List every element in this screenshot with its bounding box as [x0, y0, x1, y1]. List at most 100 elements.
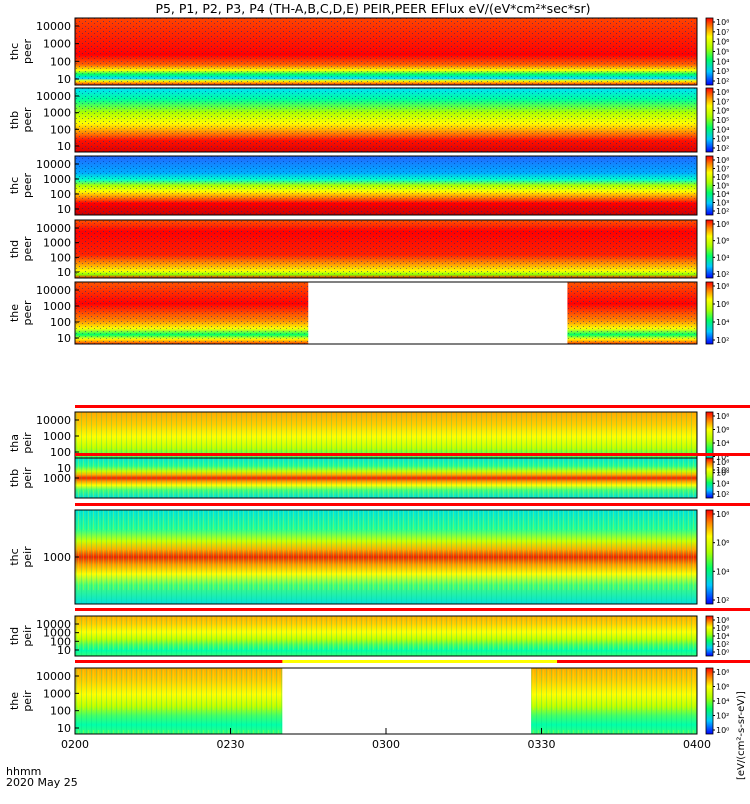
- colorbar: [705, 87, 714, 153]
- colorbar-tick-label: 10⁶: [716, 469, 729, 478]
- colorbar-tick-label: 10⁸: [716, 458, 729, 467]
- panel-species-label: peir: [21, 432, 34, 454]
- colorbar-tick-label: 10⁰: [716, 726, 729, 735]
- y-tick-label: 1000: [43, 472, 71, 485]
- panel-species-label: peir: [21, 625, 34, 647]
- mode-flag-bar: [75, 405, 750, 408]
- colorbar-tick-label: 10²: [716, 270, 729, 279]
- panel-thb-peer: 10000 1000 100 10 thb peer 10⁸10⁷10⁶10⁵10⁴10³1…: [8, 87, 729, 153]
- colorbar-tick-label: 10⁰: [716, 466, 729, 475]
- panel-thc-peer: 10000 1000 100 10 thc peer 10⁸10⁷10⁶10⁵10⁴10³1…: [8, 155, 729, 216]
- colorbar-tick-label: 10⁶: [716, 426, 729, 435]
- x-tick-label: 0400: [683, 738, 711, 751]
- y-tick-label: 1000: [43, 107, 71, 120]
- colorbar-tick-label: 10⁴: [716, 479, 729, 488]
- colorbar-tick-label: 10⁴: [716, 57, 729, 66]
- panel-frame: [74, 219, 698, 279]
- colorbar-tick-label: 10²: [716, 207, 729, 216]
- colorbar-tick-label: 10²: [716, 490, 729, 499]
- panel-probe-label: thc: [8, 43, 21, 60]
- y-tick-label: 10: [57, 644, 71, 657]
- y-tick-label: 10000: [36, 284, 71, 297]
- panel-frame: [74, 17, 698, 86]
- colorbar: [705, 457, 714, 499]
- date-label: 2020 May 25: [6, 776, 78, 789]
- panel-species-label: peer: [21, 39, 34, 65]
- colorbar-tick-label: 10⁷: [716, 28, 729, 37]
- y-tick-label: 10000: [36, 670, 71, 683]
- panel-probe-label: thd: [8, 240, 21, 258]
- colorbar-tick-label: 10³: [716, 67, 729, 76]
- data-gap: [282, 668, 532, 734]
- panel-species-label: peir: [21, 467, 34, 489]
- panel-frame: [74, 615, 698, 657]
- colorbar: [705, 155, 714, 216]
- panel-frame: [74, 155, 698, 216]
- mode-flag-segment: [282, 660, 558, 663]
- y-tick-label: 10: [57, 73, 71, 86]
- colorbar-tick-label: 10³: [716, 199, 729, 208]
- mode-flag-bar: [75, 608, 750, 611]
- colorbar-tick-label: 10⁷: [716, 165, 729, 174]
- colorbar-tick-label: 10⁴: [716, 318, 729, 327]
- y-tick-label: 100: [50, 635, 71, 648]
- panel-the-peer: 10000 1000 100 10 the peer 10⁸ 10⁶ 10⁴ 10²: [8, 281, 729, 345]
- panel-thc-peer: 10000 1000 100 10 thc peer 10⁸10⁷10⁶10⁵10⁴10³1…: [8, 17, 729, 86]
- panel-species-label: peer: [21, 236, 34, 262]
- panel-species-label: peir: [21, 546, 34, 568]
- panel-species-label: peer: [21, 173, 34, 199]
- y-tick-label: 10000: [36, 618, 71, 631]
- y-tick-label: 10: [57, 140, 71, 153]
- colorbar: [705, 17, 714, 86]
- spectrogram-texture: [75, 88, 697, 152]
- colorbar: [705, 281, 714, 345]
- panel-probe-label: thb: [8, 111, 21, 129]
- colorbar-tick-label: 10⁶: [716, 624, 729, 633]
- colorbar-tick-label: 10²: [716, 77, 729, 86]
- colorbar-tick-label: 10²: [716, 336, 729, 345]
- colorbar-tick-label: 10⁸: [716, 156, 729, 165]
- colorbar: [705, 509, 714, 605]
- colorbar-tick-label: 10⁴: [716, 567, 729, 576]
- panel-probe-label: thd: [8, 627, 21, 645]
- colorbar-tick-label: 10⁶: [716, 683, 729, 692]
- panel-frame: [74, 281, 698, 345]
- colorbar-tick-label: 10⁸: [716, 510, 729, 519]
- colorbar-tick-label: 10⁸: [716, 18, 729, 27]
- colorbar-tick-label: 10²: [716, 712, 729, 721]
- panel-probe-label: thc: [8, 177, 21, 194]
- y-tick-label: 10: [57, 462, 71, 475]
- colorbar-tick-label: 10⁵: [716, 182, 729, 191]
- panel-species-label: peer: [21, 300, 34, 326]
- colorbar-tick-label: 10⁸: [716, 220, 729, 229]
- x-tick-label: 0330: [528, 738, 556, 751]
- colorbar-tick-label: 10²: [716, 453, 729, 462]
- spectrogram-texture: [75, 616, 697, 656]
- colorbar-tick-label: 10⁴: [716, 253, 729, 262]
- panel-species-label: peir: [21, 690, 34, 712]
- spectrogram-texture: [75, 18, 697, 85]
- y-tick-label: 100: [50, 446, 71, 459]
- x-tick-label: 0300: [372, 738, 400, 751]
- mode-flag-bar: [75, 503, 750, 506]
- spectrogram-texture: [75, 458, 697, 498]
- panel-frame: [74, 87, 698, 153]
- colorbar-units-label: [eV/(cm²-s-sr-eV)]: [736, 691, 747, 780]
- colorbar-tick-label: 10⁸: [716, 616, 729, 625]
- colorbar-tick-label: 10⁴: [716, 125, 729, 134]
- y-tick-label: 1000: [43, 687, 71, 700]
- colorbar-tick-label: 10⁴: [716, 439, 729, 448]
- colorbar-tick-label: 10⁶: [716, 539, 729, 548]
- y-tick-label: 10: [57, 203, 71, 216]
- colorbar: [705, 667, 714, 735]
- time-axis: 0200 0230 0300 0330 0400: [61, 728, 711, 751]
- mode-flag-bar: [75, 453, 750, 456]
- colorbar-tick-label: 10³: [716, 135, 729, 144]
- colorbar-tick-label: 10⁶: [716, 300, 729, 309]
- colorbar-tick-label: 10⁵: [716, 48, 729, 57]
- y-tick-label: 1000: [43, 173, 71, 186]
- colorbar-tick-label: 10⁸: [716, 282, 729, 291]
